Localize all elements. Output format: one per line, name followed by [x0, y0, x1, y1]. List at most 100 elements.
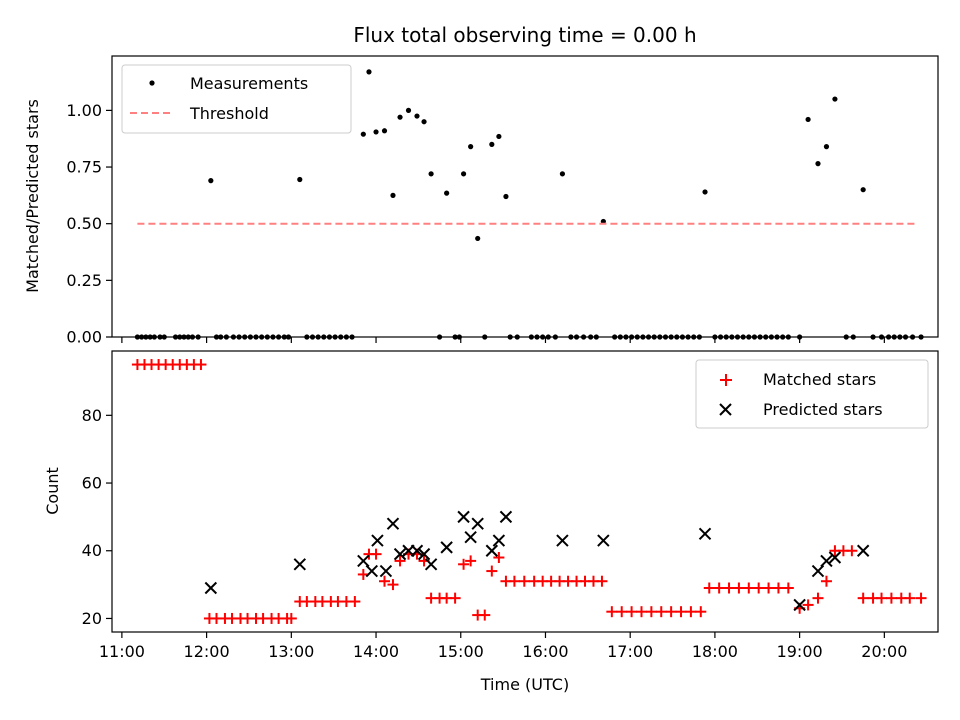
- x-tick-label: 15:00: [438, 642, 484, 661]
- matched-stars-point: [743, 582, 755, 594]
- measurement-point: [559, 171, 566, 177]
- matched-stars-point: [655, 606, 667, 618]
- top-legend: Measurements Threshold: [121, 64, 352, 134]
- bottom-x-ticks: 11:00 12:00 13:00 14:00 15:00 16:00 17:00 18:00…: [99, 632, 907, 661]
- matched-stars-point: [493, 552, 505, 564]
- matched-stars-point: [357, 568, 369, 580]
- matched-stars-point: [349, 596, 361, 608]
- bot-y-tick-label: 20: [82, 609, 102, 628]
- x-tick-label: 13:00: [268, 642, 314, 661]
- top-legend-box: [121, 64, 352, 134]
- predicted-stars-point: [386, 517, 400, 530]
- predicted-stars-point: [820, 554, 833, 568]
- matched-stars-point: [695, 606, 707, 618]
- matched-stars-point: [394, 555, 406, 567]
- measurement-point: [297, 176, 303, 183]
- top-y-ticks: 0.00 0.25 0.50 0.75 1.00: [66, 101, 112, 347]
- matched-stars-point: [915, 592, 927, 604]
- matched-stars-point: [479, 609, 491, 621]
- predicted-stars-point: [485, 544, 499, 557]
- predicted-stars-point: [556, 534, 569, 547]
- measurement-point: [208, 178, 214, 184]
- top-y-axis-label: Matched/Predicted stars: [23, 99, 42, 293]
- matched-stars-point: [802, 599, 814, 611]
- matched-stars-point: [733, 582, 745, 594]
- matched-stars-point: [387, 579, 399, 591]
- x-tick-label: 16:00: [522, 642, 568, 661]
- predicted-stars-point: [410, 544, 424, 557]
- measurement-point: [860, 187, 866, 193]
- measurement-point: [373, 129, 379, 135]
- legend-measurements-label: Measurements: [190, 74, 308, 93]
- matched-stars-point: [782, 582, 794, 594]
- predicted-stars-point: [393, 547, 407, 561]
- x-tick-label: 14:00: [353, 642, 399, 661]
- matched-stars-point: [703, 582, 715, 594]
- measurement-point: [366, 69, 372, 75]
- measurement-point: [489, 141, 495, 147]
- x-tick-label: 17:00: [607, 642, 653, 661]
- matched-stars-point: [675, 606, 687, 618]
- matched-stars-point: [820, 575, 832, 587]
- matched-stars-point: [518, 575, 530, 587]
- x-tick-label: 20:00: [861, 642, 907, 661]
- legend-matched-marker: [720, 374, 732, 386]
- bottom-axes-frame: [111, 350, 939, 633]
- matched-stars-point: [753, 582, 765, 594]
- matched-stars-point: [635, 606, 647, 618]
- bottom-legend: Matched stars Predicted stars: [695, 359, 929, 429]
- matched-stars-point: [486, 565, 498, 577]
- matched-stars-point: [665, 606, 677, 618]
- top-y-tick-label: 0.00: [66, 328, 102, 347]
- bottom-y-axis-label: Count: [43, 467, 62, 515]
- matched-stars-point: [723, 582, 735, 594]
- predicted-stars-point: [371, 534, 384, 547]
- bot-y-tick-label: 60: [82, 474, 102, 493]
- predicted-stars-point: [204, 581, 218, 595]
- predicted-stars-point: [492, 534, 506, 547]
- measurement-point: [496, 133, 502, 140]
- matched-stars-point: [846, 545, 858, 557]
- legend-threshold-label: Threshold: [189, 104, 269, 123]
- x-axis-label: Time (UTC): [480, 675, 569, 694]
- legend-predicted-marker: [719, 403, 732, 416]
- predicted-stars-point: [457, 510, 470, 524]
- predicted-stars-point: [698, 527, 712, 541]
- legend-predicted-label: Predicted stars: [763, 400, 883, 419]
- top-y-tick-label: 0.50: [66, 214, 102, 233]
- top-panel: 0.00 0.25 0.50 0.75 1.00 Matched/Predicted s…: [23, 55, 939, 347]
- matched-stars-point: [904, 592, 916, 604]
- predicted-stars-point: [499, 510, 513, 524]
- predicted-stars-point: [440, 541, 453, 554]
- measurement-point: [414, 113, 420, 119]
- predicted-stars-point: [464, 530, 477, 544]
- matched-stars-point: [195, 359, 207, 371]
- matched-stars-point: [458, 558, 470, 570]
- top-axes-frame: [111, 55, 939, 338]
- predicted-stars-point: [856, 544, 870, 557]
- measurement-point: [815, 161, 821, 167]
- measurement-point: [390, 192, 396, 198]
- bottom-legend-box: [695, 359, 929, 429]
- predicted-stars-point: [471, 517, 484, 530]
- measurement-point: [444, 190, 450, 196]
- top-y-tick-label: 0.25: [66, 271, 102, 290]
- matched-stars-point: [465, 555, 477, 567]
- predicted-stars-point: [597, 534, 610, 547]
- predicted-stars-point: [417, 547, 431, 561]
- x-tick-label: 18:00: [692, 642, 738, 661]
- matched-stars-point: [772, 582, 784, 594]
- matched-stars-point: [713, 582, 725, 594]
- measurement-point: [397, 114, 403, 120]
- top-y-tick-label: 0.75: [66, 158, 102, 177]
- bot-y-tick-label: 80: [82, 406, 102, 425]
- measurement-point: [468, 144, 474, 150]
- matched-stars-point: [812, 592, 824, 604]
- matched-stars-point: [449, 592, 461, 604]
- x-tick-label: 12:00: [184, 642, 230, 661]
- top-y-tick-label: 1.00: [66, 101, 102, 120]
- measurement-point: [360, 131, 366, 137]
- x-tick-label: 11:00: [99, 642, 145, 661]
